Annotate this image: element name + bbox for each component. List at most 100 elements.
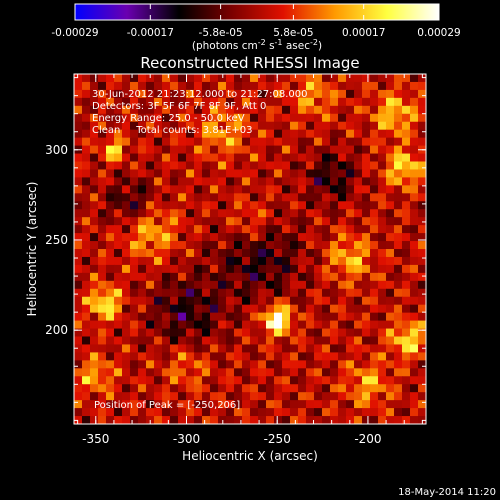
heatmap-cell <box>410 272 419 282</box>
heatmap-cell <box>290 280 299 290</box>
heatmap-cell <box>74 320 83 330</box>
heatmap-cell <box>378 241 387 250</box>
heatmap-cell <box>354 352 363 361</box>
heatmap-cell <box>386 153 395 163</box>
heatmap-cell <box>250 344 259 353</box>
heatmap-cell <box>410 81 419 91</box>
heatmap-cell <box>378 352 387 361</box>
heatmap-cell <box>378 121 387 131</box>
heatmap-cell <box>402 400 411 409</box>
heatmap-cell <box>218 233 227 242</box>
heatmap-cell <box>418 241 426 250</box>
heatmap-cell <box>362 360 371 369</box>
heatmap-cell <box>330 153 339 163</box>
heatmap-cell <box>242 193 251 202</box>
heatmap-cell <box>154 121 163 131</box>
heatmap-cell <box>250 74 259 83</box>
heatmap-cell <box>154 376 163 385</box>
heatmap-cell <box>298 113 307 123</box>
heatmap-cell <box>74 249 83 258</box>
heatmap-cell <box>338 256 347 266</box>
heatmap-cell <box>226 304 235 314</box>
heatmap-cell <box>98 376 107 385</box>
heatmap-cell <box>298 312 307 322</box>
heatmap-cell <box>114 193 123 202</box>
heatmap-cell <box>138 280 147 290</box>
heatmap-cell <box>290 113 299 123</box>
heatmap-cell <box>362 408 371 417</box>
heatmap-cell <box>250 81 259 91</box>
heatmap-cell <box>186 416 195 424</box>
heatmap-cell <box>106 320 115 330</box>
heatmap-cell <box>338 201 347 210</box>
heatmap-cell <box>202 288 211 298</box>
heatmap-cell <box>354 81 363 91</box>
heatmap-cell <box>210 201 219 210</box>
colorbar-strip <box>74 3 440 21</box>
heatmap-cell <box>234 256 243 266</box>
heatmap-cell <box>170 272 179 282</box>
heatmap-cell <box>90 264 99 274</box>
heatmap-cell <box>122 352 131 361</box>
heatmap-cell <box>218 185 227 194</box>
heatmap-cell <box>98 89 107 99</box>
plot-title: Reconstructed RHESSI Image <box>140 54 359 72</box>
heatmap-cell <box>138 217 147 226</box>
heatmap-cell <box>98 256 107 266</box>
heatmap-cell <box>178 129 187 139</box>
heatmap-cell <box>282 304 291 314</box>
heatmap-cell <box>322 360 331 369</box>
heatmap-cell <box>226 288 235 298</box>
heatmap-cell <box>82 416 91 424</box>
heatmap-cell <box>114 392 123 401</box>
heatmap-cell <box>106 408 115 417</box>
heatmap-cell <box>210 129 219 139</box>
heatmap-cell <box>98 225 107 234</box>
heatmap-cell <box>346 408 355 417</box>
heatmap-cell <box>106 272 115 282</box>
heatmap-cell <box>338 344 347 353</box>
heatmap-cell <box>234 336 243 346</box>
heatmap-cell <box>154 89 163 99</box>
heatmap-cell <box>338 264 347 274</box>
heatmap-cell <box>114 376 123 385</box>
heatmap-cell <box>106 121 115 131</box>
heatmap-cell <box>402 304 411 314</box>
heatmap-cell <box>122 161 131 171</box>
heatmap-cell <box>394 169 403 178</box>
heatmap-cell <box>290 400 299 409</box>
heatmap-cell <box>314 185 323 194</box>
heatmap-cell <box>370 392 379 401</box>
heatmap-cell <box>418 408 426 417</box>
heatmap-cell <box>362 233 371 242</box>
heatmap-cell <box>218 408 227 417</box>
heatmap-cell <box>362 74 371 83</box>
heatmap-cell <box>258 296 267 306</box>
heatmap-cell <box>170 288 179 298</box>
heatmap-cell <box>170 249 179 258</box>
heatmap-cell <box>250 352 259 361</box>
heatmap-cell <box>242 225 251 234</box>
heatmap-cell <box>194 209 203 218</box>
heatmap-cell <box>394 312 403 322</box>
heatmap-cell <box>234 201 243 210</box>
heatmap-cell <box>154 416 163 424</box>
heatmap-cell <box>194 161 203 171</box>
heatmap-cell <box>298 280 307 290</box>
heatmap-cell <box>130 328 139 338</box>
heatmap-cell <box>362 416 371 424</box>
heatmap-cell <box>106 209 115 218</box>
heatmap-cell <box>362 328 371 338</box>
heatmap-cell <box>338 89 347 99</box>
heatmap-cell <box>314 121 323 131</box>
heatmap-cell <box>162 360 171 369</box>
heatmap-cell <box>258 161 267 171</box>
heatmap-cell <box>82 280 91 290</box>
heatmap-cell <box>98 264 107 274</box>
heatmap-cell <box>90 368 99 377</box>
heatmap-cell <box>202 280 211 290</box>
heatmap-cell <box>290 296 299 306</box>
heatmap-cell <box>322 408 331 417</box>
heatmap-cell <box>178 392 187 401</box>
heatmap-cell <box>82 392 91 401</box>
